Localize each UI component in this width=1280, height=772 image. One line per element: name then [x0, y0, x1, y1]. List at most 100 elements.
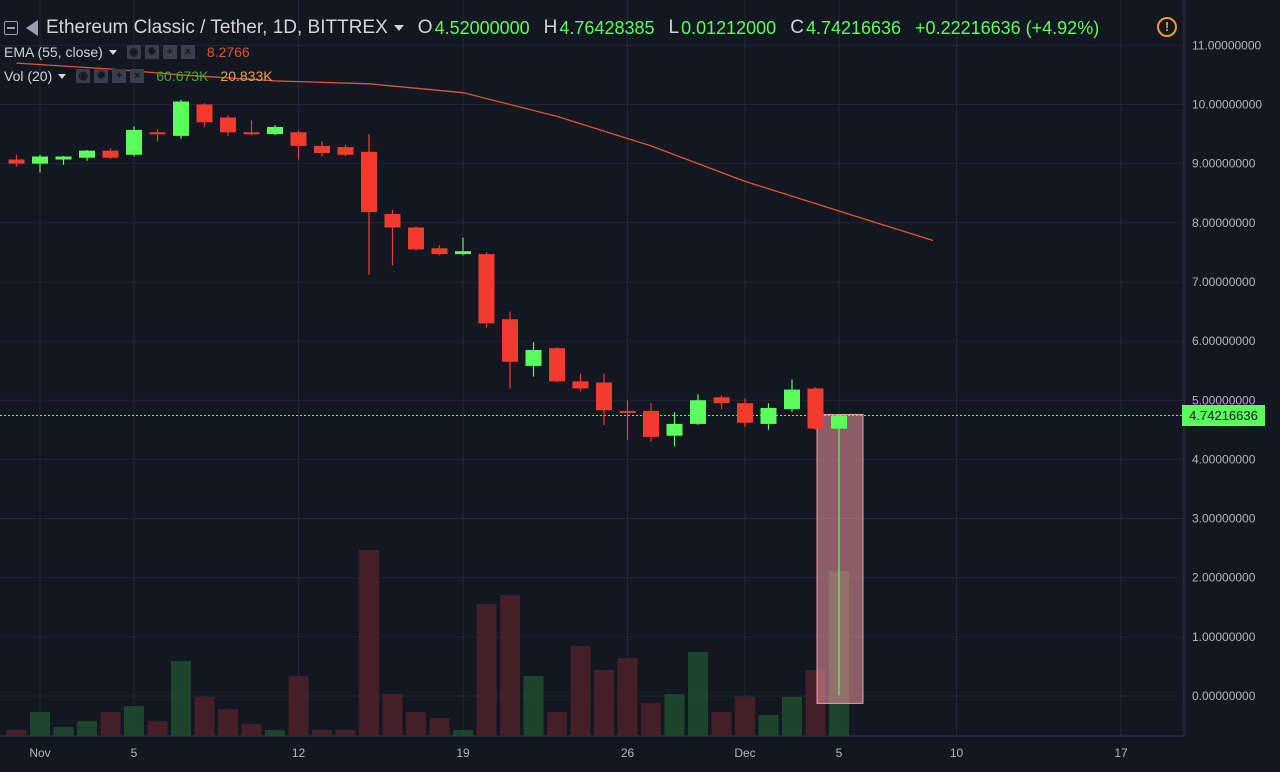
y-tick-label: 3.00000000: [1192, 512, 1256, 526]
candle-body: [502, 319, 518, 362]
chart-legend: Ethereum Classic / Tether, 1D, BITTREX O…: [0, 0, 1185, 100]
candle-body: [384, 213, 401, 228]
volume-bar: [735, 697, 755, 736]
candle-body: [290, 132, 307, 146]
volume-bar: [429, 718, 450, 736]
flag-icon[interactable]: [26, 20, 38, 36]
x-tick-label: Dec: [734, 746, 755, 760]
volume-bar: [782, 697, 802, 736]
alert-icon[interactable]: !: [1157, 17, 1177, 37]
candle-body: [149, 132, 166, 135]
candle-body: [760, 407, 777, 424]
ema-dropdown-icon[interactable]: [108, 49, 117, 55]
x-tick-label: 10: [950, 746, 964, 760]
close-icon[interactable]: ×: [180, 45, 195, 59]
candle-body: [549, 348, 565, 382]
candle-body: [690, 400, 706, 424]
candle-body: [596, 382, 612, 411]
close-value: 4.74216636: [805, 17, 902, 38]
open-key: O: [417, 17, 433, 38]
volume-bar: [617, 658, 638, 736]
candle-body: [431, 248, 448, 255]
candle-body: [713, 397, 730, 404]
candle-body: [455, 251, 471, 255]
candle-body: [314, 145, 330, 154]
volume-bar: [500, 595, 520, 736]
volume-bar: [758, 715, 779, 736]
volume-bar: [688, 652, 708, 736]
gear-icon[interactable]: ✹: [94, 69, 109, 83]
candle-body: [666, 423, 683, 436]
low-value: 0.01212000: [681, 17, 777, 38]
y-tick-label: 1.00000000: [1192, 630, 1256, 644]
candle-body: [126, 129, 142, 155]
vol-dropdown-icon[interactable]: [58, 73, 67, 79]
vol-label[interactable]: Vol (20): [4, 68, 53, 84]
gear-icon[interactable]: ✹: [144, 45, 159, 59]
x-tick-label: 19: [456, 746, 470, 760]
volume-bar: [335, 730, 356, 736]
y-tick-label: 10.00000000: [1192, 98, 1262, 112]
plus-icon[interactable]: +: [162, 45, 177, 59]
x-tick-label: Nov: [29, 746, 50, 760]
ema-label[interactable]: EMA (55, close): [4, 44, 103, 60]
y-tick-label: 5.00000000: [1192, 393, 1256, 407]
x-tick-label: 17: [1114, 746, 1128, 760]
candle-body: [220, 117, 236, 133]
symbol-dropdown-icon[interactable]: [393, 25, 404, 31]
ema-line: [16, 62, 934, 242]
plus-icon[interactable]: +: [112, 69, 127, 83]
candle-body: [173, 101, 189, 136]
ema-value: 8.2766: [206, 44, 250, 60]
volume-bar: [218, 709, 238, 736]
candle-body: [525, 349, 542, 366]
volume-bar: [124, 706, 144, 736]
candle-body: [337, 147, 354, 155]
volume-bar: [30, 712, 50, 736]
candle-body: [737, 403, 753, 423]
volume-bar: [664, 694, 685, 736]
change-value: +0.22216636 (+4.92%): [915, 17, 1100, 38]
collapse-icon[interactable]: [4, 21, 18, 35]
volume-bar: [77, 721, 97, 736]
volume-bar: [476, 604, 497, 736]
candle-body: [831, 415, 847, 429]
x-tick-label: 12: [292, 746, 306, 760]
candle-body: [243, 132, 260, 135]
close-icon[interactable]: ×: [130, 69, 145, 83]
vol-value-2: 20.833K: [220, 68, 273, 84]
candle-body: [267, 126, 283, 135]
vol-value-1: 60.673K: [156, 68, 209, 84]
candle-body: [807, 388, 824, 429]
volume-bar: [147, 721, 168, 736]
selected-range-box: [816, 413, 864, 704]
volume-bar: [547, 712, 567, 736]
close-key: C: [790, 17, 804, 38]
y-tick-label: 0.00000000: [1192, 689, 1256, 703]
volume-bar: [641, 703, 661, 736]
volume-bar: [171, 661, 191, 736]
y-tick-label: 9.00000000: [1192, 157, 1256, 171]
eye-icon[interactable]: ◉: [126, 45, 141, 59]
candle-body: [32, 156, 48, 164]
volume-bar: [6, 730, 27, 736]
y-tick-label: 6.00000000: [1192, 334, 1256, 348]
candle-body: [361, 151, 377, 213]
volume-bar: [265, 730, 285, 736]
volume-bar: [453, 730, 473, 736]
y-tick-label: 11.00000000: [1192, 38, 1262, 52]
volume-bar: [288, 676, 309, 736]
eye-icon[interactable]: ◉: [76, 69, 91, 83]
candle-body: [8, 159, 25, 164]
volume-bar: [406, 712, 426, 736]
symbol-title[interactable]: Ethereum Classic / Tether, 1D, BITTREX: [46, 17, 388, 38]
vol-row: Vol (20) ◉ ✹ + × 60.673K 20.833K: [4, 66, 273, 86]
volume-bar: [241, 724, 262, 736]
volume-bar: [100, 712, 121, 736]
volume-bar: [359, 550, 379, 736]
candle-body: [102, 150, 119, 158]
low-key: L: [668, 17, 680, 38]
y-tick-label: 8.00000000: [1192, 216, 1256, 230]
